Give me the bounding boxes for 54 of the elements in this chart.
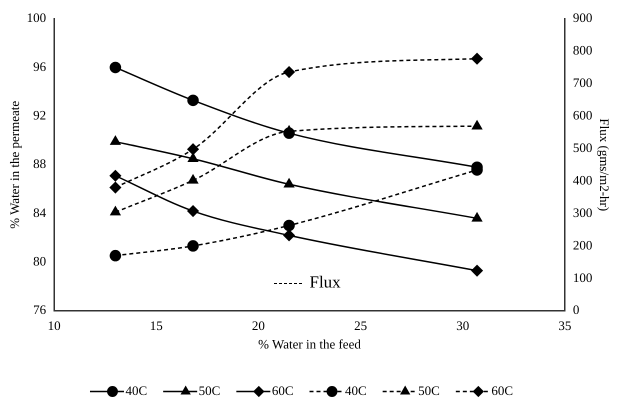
y-axis-title: % Water in the permeate [7,100,22,229]
y2-tick-label: 800 [572,42,592,58]
legend-label: 60C [272,382,294,398]
point [284,178,294,188]
point [283,220,295,232]
y2-tick-label: 200 [572,237,592,252]
point [472,120,482,130]
y-tick-label: 96 [33,58,47,74]
y2-axis-title: Flux (gms/m2-hr) [596,118,612,212]
point [110,182,122,194]
y2-tick-label: 300 [572,204,592,220]
point [187,143,199,155]
y-tick-label: 92 [33,108,46,123]
y2-tick-label: 100 [572,270,592,285]
y-tick-label: 80 [33,254,46,269]
y-tick-label: 84 [33,204,47,220]
x-tick-label: 25 [354,318,368,334]
y2-tick-label: 700 [572,75,592,90]
point [188,152,198,162]
y2-tick-label: 0 [572,302,580,318]
point [110,206,120,216]
y2-tick-label: 900 [572,10,592,26]
point [110,62,122,74]
point [187,240,199,252]
point [187,205,199,217]
y2-tick-label: 400 [572,172,592,188]
point [471,264,483,276]
x-tick-label: 35 [558,318,572,334]
point [283,127,295,139]
legend-label: 60C [491,382,514,398]
legend-label: 50C [198,382,220,398]
annotation: Flux [310,272,342,292]
legend-label: 50C [418,382,440,398]
y2-tick-label: 500 [572,140,592,155]
point [110,250,122,262]
point [110,170,122,182]
x-tick-label: 10 [48,318,61,334]
point [188,174,198,184]
point [471,52,483,64]
point [283,230,295,242]
point [187,94,199,106]
legend-label: 40C [345,382,367,398]
y2-tick-label: 600 [572,108,592,123]
x-tick-label: 15 [150,318,163,334]
legend-label: 40C [125,382,148,398]
y-tick-label: 100 [26,10,46,26]
y-tick-label: 76 [33,302,47,318]
x-tick-label: 20 [252,318,265,334]
point [472,212,482,222]
x-axis-title: % Water in the feed [258,336,362,352]
point [110,136,120,145]
y-tick-label: 88 [33,156,46,172]
point [283,66,295,78]
x-tick-label: 30 [456,318,470,334]
